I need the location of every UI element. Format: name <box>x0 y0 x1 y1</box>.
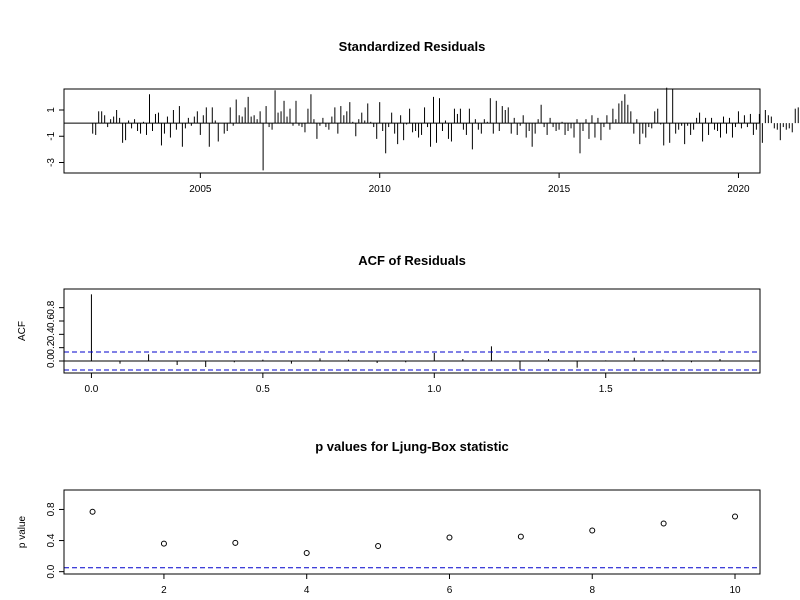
acf-y-axis-label: ACF <box>17 321 28 341</box>
residuals-y-tick-label: -3 <box>46 158 57 167</box>
acf-y-tick-label: 0.4 <box>46 327 57 341</box>
ljungbox-x-tick-label: 6 <box>447 585 453 596</box>
ljungbox-point <box>160 540 167 547</box>
ljungbox-x-tick-label: 2 <box>161 585 167 596</box>
residuals-panel: Standardized Residuals 2005 2010 2015 2020 … <box>46 39 799 195</box>
acf-y-tick-label: 0.2 <box>46 340 57 354</box>
acf-y-tick-label: 0.6 <box>46 314 57 328</box>
ljungbox-y-tick-label: 0.8 <box>46 502 57 516</box>
residuals-title: Standardized Residuals <box>339 39 486 54</box>
ljungbox-panel: p values for Ljung-Box statistic p value… <box>17 439 761 596</box>
residuals-x-tick-label: 2015 <box>548 184 571 195</box>
acf-plot-frame <box>63 288 761 374</box>
acf-marks <box>64 294 760 371</box>
ljungbox-point <box>517 533 524 540</box>
acf-title: ACF of Residuals <box>358 253 466 268</box>
residuals-y-axis: -3 -1 1 <box>46 107 64 167</box>
ljungbox-x-tick-label: 4 <box>304 585 310 596</box>
ljungbox-x-tick-label: 10 <box>729 585 741 596</box>
residuals-x-axis: 2005 2010 2015 2020 <box>189 173 750 195</box>
ljungbox-y-tick-label: 0.0 <box>46 564 57 578</box>
acf-x-tick-label: 0.5 <box>256 384 270 395</box>
acf-x-tick-label: 1.0 <box>427 384 441 395</box>
residuals-y-tick-label: 1 <box>46 107 57 113</box>
acf-x-tick-label: 0.0 <box>84 384 98 395</box>
acf-y-tick-label: 0.8 <box>46 300 57 314</box>
ljungbox-point <box>303 550 310 556</box>
ljungbox-marks <box>64 508 760 569</box>
ljungbox-x-tick-label: 8 <box>589 585 595 596</box>
ljungbox-point <box>232 539 239 546</box>
ljungbox-point <box>89 508 96 515</box>
acf-x-tick-label: 1.5 <box>599 384 613 395</box>
acf-y-axis: 0.00.20.40.60.8 <box>46 300 64 368</box>
acf-y-tick-label: 0.0 <box>46 354 57 368</box>
ljungbox-point <box>660 520 667 527</box>
ljungbox-plot-frame <box>63 489 761 575</box>
ljungbox-y-axis-label: p value <box>17 515 28 548</box>
residuals-x-tick-label: 2020 <box>727 184 750 195</box>
ljungbox-title: p values for Ljung-Box statistic <box>315 439 509 454</box>
residuals-y-tick-label: -1 <box>46 131 57 140</box>
residuals-x-tick-label: 2005 <box>189 184 212 195</box>
acf-x-axis: 0.0 0.5 1.0 1.5 <box>84 373 613 395</box>
ljungbox-point <box>589 527 596 534</box>
residuals-x-tick-label: 2010 <box>369 184 392 195</box>
ljungbox-x-axis: 2 4 6 8 10 <box>161 574 741 596</box>
ljungbox-y-tick-label: 0.4 <box>46 533 57 547</box>
ljungbox-point <box>446 534 453 541</box>
ljungbox-point <box>732 513 739 520</box>
residuals-marks <box>64 87 799 171</box>
ljungbox-point <box>375 543 382 549</box>
ljungbox-y-axis: 0.0 0.4 0.8 <box>46 502 64 579</box>
residuals-plot-frame <box>63 88 761 174</box>
acf-panel: ACF of Residuals ACF 0.0 0.5 1.0 1.5 0.00.2… <box>17 253 761 395</box>
